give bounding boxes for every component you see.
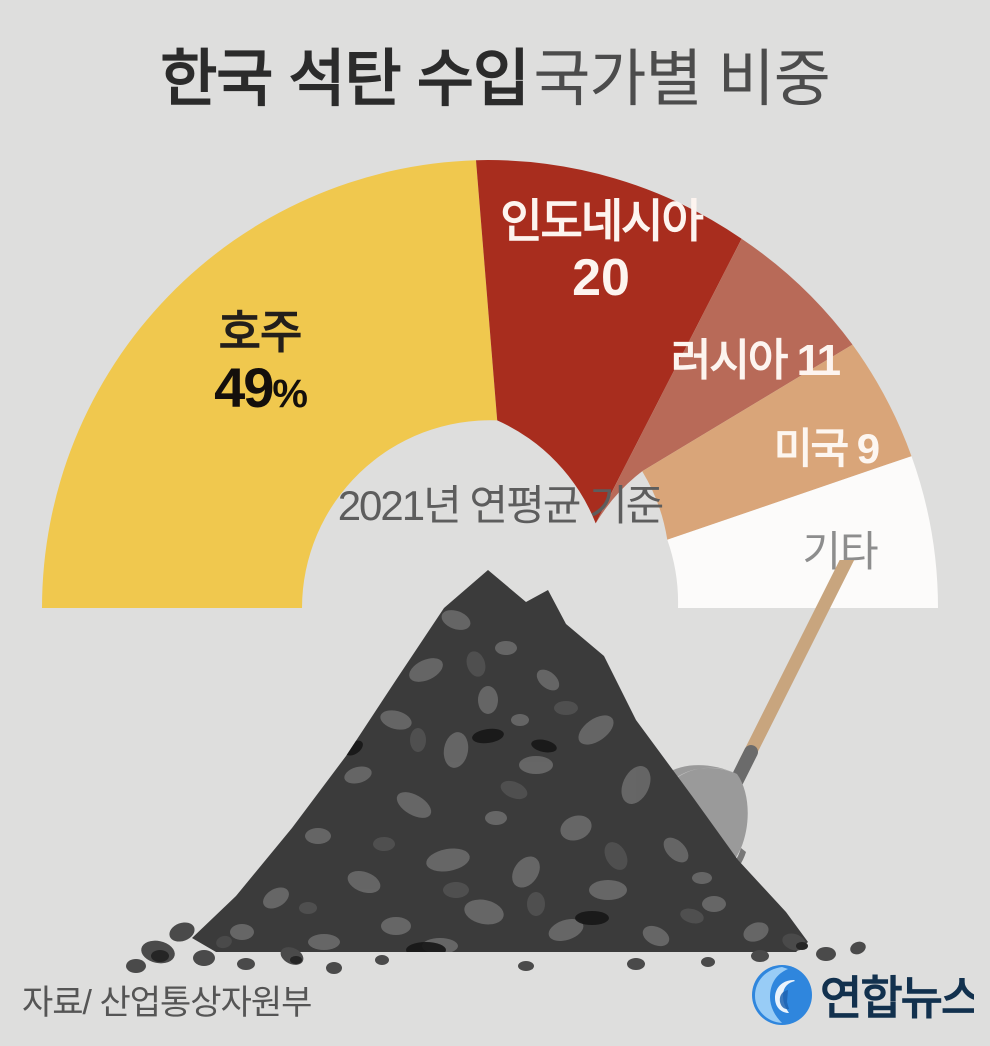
yonhap-news-wordmark: 연합뉴스 (820, 972, 974, 1024)
slice-label-indonesia-value: 20 (572, 248, 630, 307)
semicircle-donut-chart (42, 160, 938, 608)
page-title: 한국 석탄 수입 국가별 비중 (0, 28, 990, 118)
slice-other (667, 456, 938, 608)
slice-label-australia-value: 49% (214, 356, 308, 420)
slice-label-russia: 러시아 11 (670, 336, 841, 385)
title-bold-part: 한국 석탄 수입 (160, 45, 530, 114)
slice-usa (642, 344, 912, 540)
coal-pile-illustration (126, 560, 866, 974)
yonhap-news-logo: 연합뉴스 (752, 965, 974, 1025)
chart-subtitle-note: 2021년 연평균 기준 (337, 482, 665, 529)
slice-australia (42, 160, 498, 608)
slice-label-indonesia: 인도네시아 20 (466, 196, 736, 309)
slice-label-usa: 미국 9 (773, 425, 880, 472)
slice-label-indonesia-name: 인도네시아 (500, 195, 704, 247)
coal-pile-icon (126, 570, 866, 974)
yonhap-swirl-icon (752, 965, 812, 1025)
slice-indonesia (476, 160, 742, 524)
slice-label-australia-name: 호주 (218, 306, 303, 358)
source-credit: 자료/ 산업통상자원부 (22, 984, 312, 1022)
slice-russia (595, 238, 853, 524)
title-light-part: 국가별 비중 (533, 45, 830, 114)
slice-label-australia: 호주 49% (140, 308, 380, 421)
